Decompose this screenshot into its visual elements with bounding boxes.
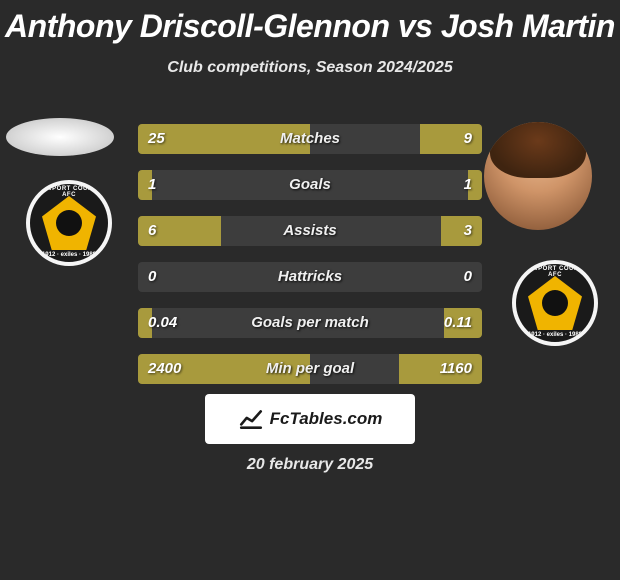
stat-label: Matches [138, 124, 482, 154]
stat-value-right: 3 [464, 216, 472, 246]
stat-label: Goals per match [138, 308, 482, 338]
stat-label: Goals [138, 170, 482, 200]
branding-badge: FcTables.com [205, 394, 415, 444]
stat-row: 1Goals1 [138, 170, 482, 200]
stat-value-right: 0 [464, 262, 472, 292]
stats-bars: 25Matches9 1Goals1 6Assists3 0Hattricks0 0.0… [138, 124, 482, 400]
player-photo-left [6, 118, 114, 156]
badge-years: 1912 · exiles · 1989 [30, 252, 108, 258]
date-line: 20 february 2025 [0, 456, 620, 474]
stat-value-right: 0.11 [444, 308, 472, 338]
club-badge-left: NEWPORT COUNTY AFC 1912 · exiles · 1989 [26, 180, 112, 266]
stat-label: Hattricks [138, 262, 482, 292]
page-title: Anthony Driscoll-Glennon vs Josh Martin [0, 0, 620, 45]
subtitle: Club competitions, Season 2024/2025 [0, 59, 620, 77]
shield-icon [528, 276, 582, 330]
stat-row: 6Assists3 [138, 216, 482, 246]
badge-years: 1912 · exiles · 1989 [516, 332, 594, 338]
stat-row: 25Matches9 [138, 124, 482, 154]
stat-label: Assists [138, 216, 482, 246]
stat-value-right: 1 [464, 170, 472, 200]
stat-row: 0Hattricks0 [138, 262, 482, 292]
club-badge-right: NEWPORT COUNTY AFC 1912 · exiles · 1989 [512, 260, 598, 346]
branding-label: FcTables.com [270, 409, 383, 429]
stat-value-right: 9 [464, 124, 472, 154]
stat-label: Min per goal [138, 354, 482, 384]
stat-row: 0.04Goals per match0.11 [138, 308, 482, 338]
shield-icon [42, 196, 96, 250]
stat-row: 2400Min per goal1160 [138, 354, 482, 384]
chart-icon [238, 406, 264, 432]
player-photo-right [484, 122, 592, 230]
stat-value-right: 1160 [440, 354, 472, 384]
